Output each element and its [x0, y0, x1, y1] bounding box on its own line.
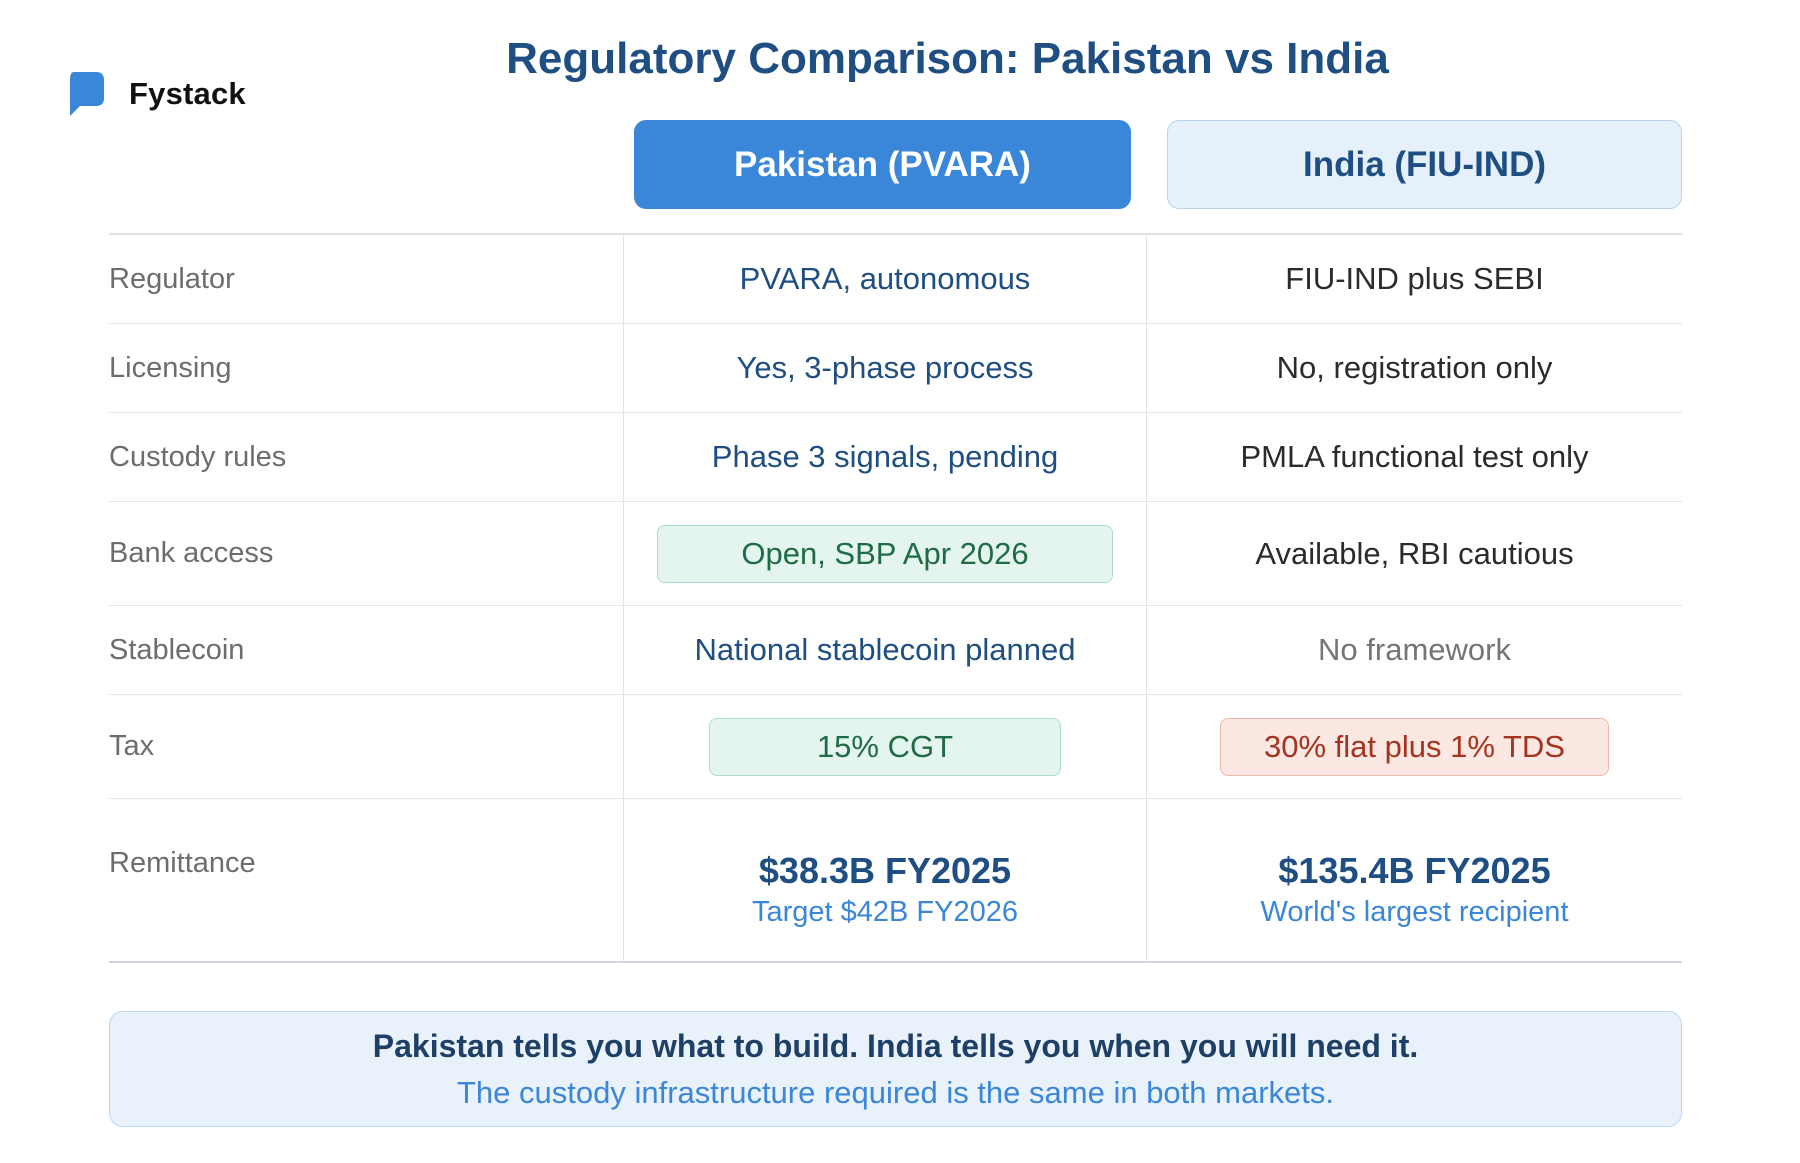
row-label: Bank access [109, 537, 274, 569]
pakistan-value: Phase 3 signals, pending [623, 413, 1147, 501]
row-label: Tax [109, 730, 155, 762]
column-header-india: India (FIU-IND) [1167, 120, 1682, 209]
table-row: Custody rules Phase 3 signals, pending P… [109, 413, 1682, 502]
table-row: Remittance $38.3B FY2025 Target $42B FY2… [109, 799, 1682, 961]
callout-headline: Pakistan tells you what to build. India … [372, 1027, 1419, 1064]
brand-name: Fystack [129, 76, 246, 111]
india-value: Available, RBI cautious [1255, 535, 1574, 571]
negative-badge: 30% flat plus 1% TDS [1220, 717, 1609, 776]
callout-subtext: The custody infrastructure required is t… [456, 1074, 1334, 1110]
table-row: Licensing Yes, 3-phase process No, regis… [109, 324, 1682, 413]
india-value: FIU-IND plus SEBI [1285, 261, 1544, 296]
remittance-value: $135.4B FY2025 [1278, 849, 1551, 891]
india-value-cell: 30% flat plus 1% TDS [1147, 695, 1682, 798]
table-row: Regulator PVARA, autonomous FIU-IND plus… [109, 235, 1682, 324]
brand-logo: Fystack [66, 72, 246, 116]
page-title: Regulatory Comparison: Pakistan vs India [506, 34, 1389, 83]
pakistan-value: National stablecoin planned [623, 606, 1147, 694]
row-label: Remittance [109, 847, 256, 879]
chat-bubble-logo-icon [70, 72, 104, 116]
positive-badge: 15% CGT [709, 717, 1061, 776]
summary-callout: Pakistan tells you what to build. India … [109, 1011, 1682, 1127]
pakistan-value-cell: Open, SBP Apr 2026 [623, 502, 1147, 605]
pakistan-value-cell: 15% CGT [623, 695, 1147, 798]
row-label: Stablecoin [109, 633, 245, 666]
pakistan-remittance: $38.3B FY2025 Target $42B FY2026 [623, 799, 1147, 961]
row-label: Regulator [109, 262, 235, 295]
table-row: Bank access Open, SBP Apr 2026 Available… [109, 502, 1682, 606]
pakistan-value: Yes, 3-phase process [623, 324, 1147, 412]
comparison-table: Regulator PVARA, autonomous FIU-IND plus… [109, 233, 1682, 963]
india-value: PMLA functional test only [1240, 439, 1589, 474]
row-label: Custody rules [109, 440, 287, 473]
remittance-note: World's largest recipient [1260, 895, 1569, 928]
row-label: Licensing [109, 351, 232, 384]
remittance-note: Target $42B FY2026 [751, 895, 1018, 928]
india-value: No, registration only [1276, 350, 1553, 385]
india-remittance: $135.4B FY2025 World's largest recipient [1147, 799, 1682, 961]
column-header-pakistan: Pakistan (PVARA) [634, 120, 1131, 209]
table-row: Tax 15% CGT 30% flat plus 1% TDS [109, 695, 1682, 799]
remittance-value: $38.3B FY2025 [758, 849, 1012, 891]
positive-badge: Open, SBP Apr 2026 [657, 524, 1113, 583]
table-row: Stablecoin National stablecoin planned N… [109, 606, 1682, 695]
india-value: No framework [1318, 632, 1511, 667]
pakistan-value: PVARA, autonomous [623, 235, 1147, 323]
